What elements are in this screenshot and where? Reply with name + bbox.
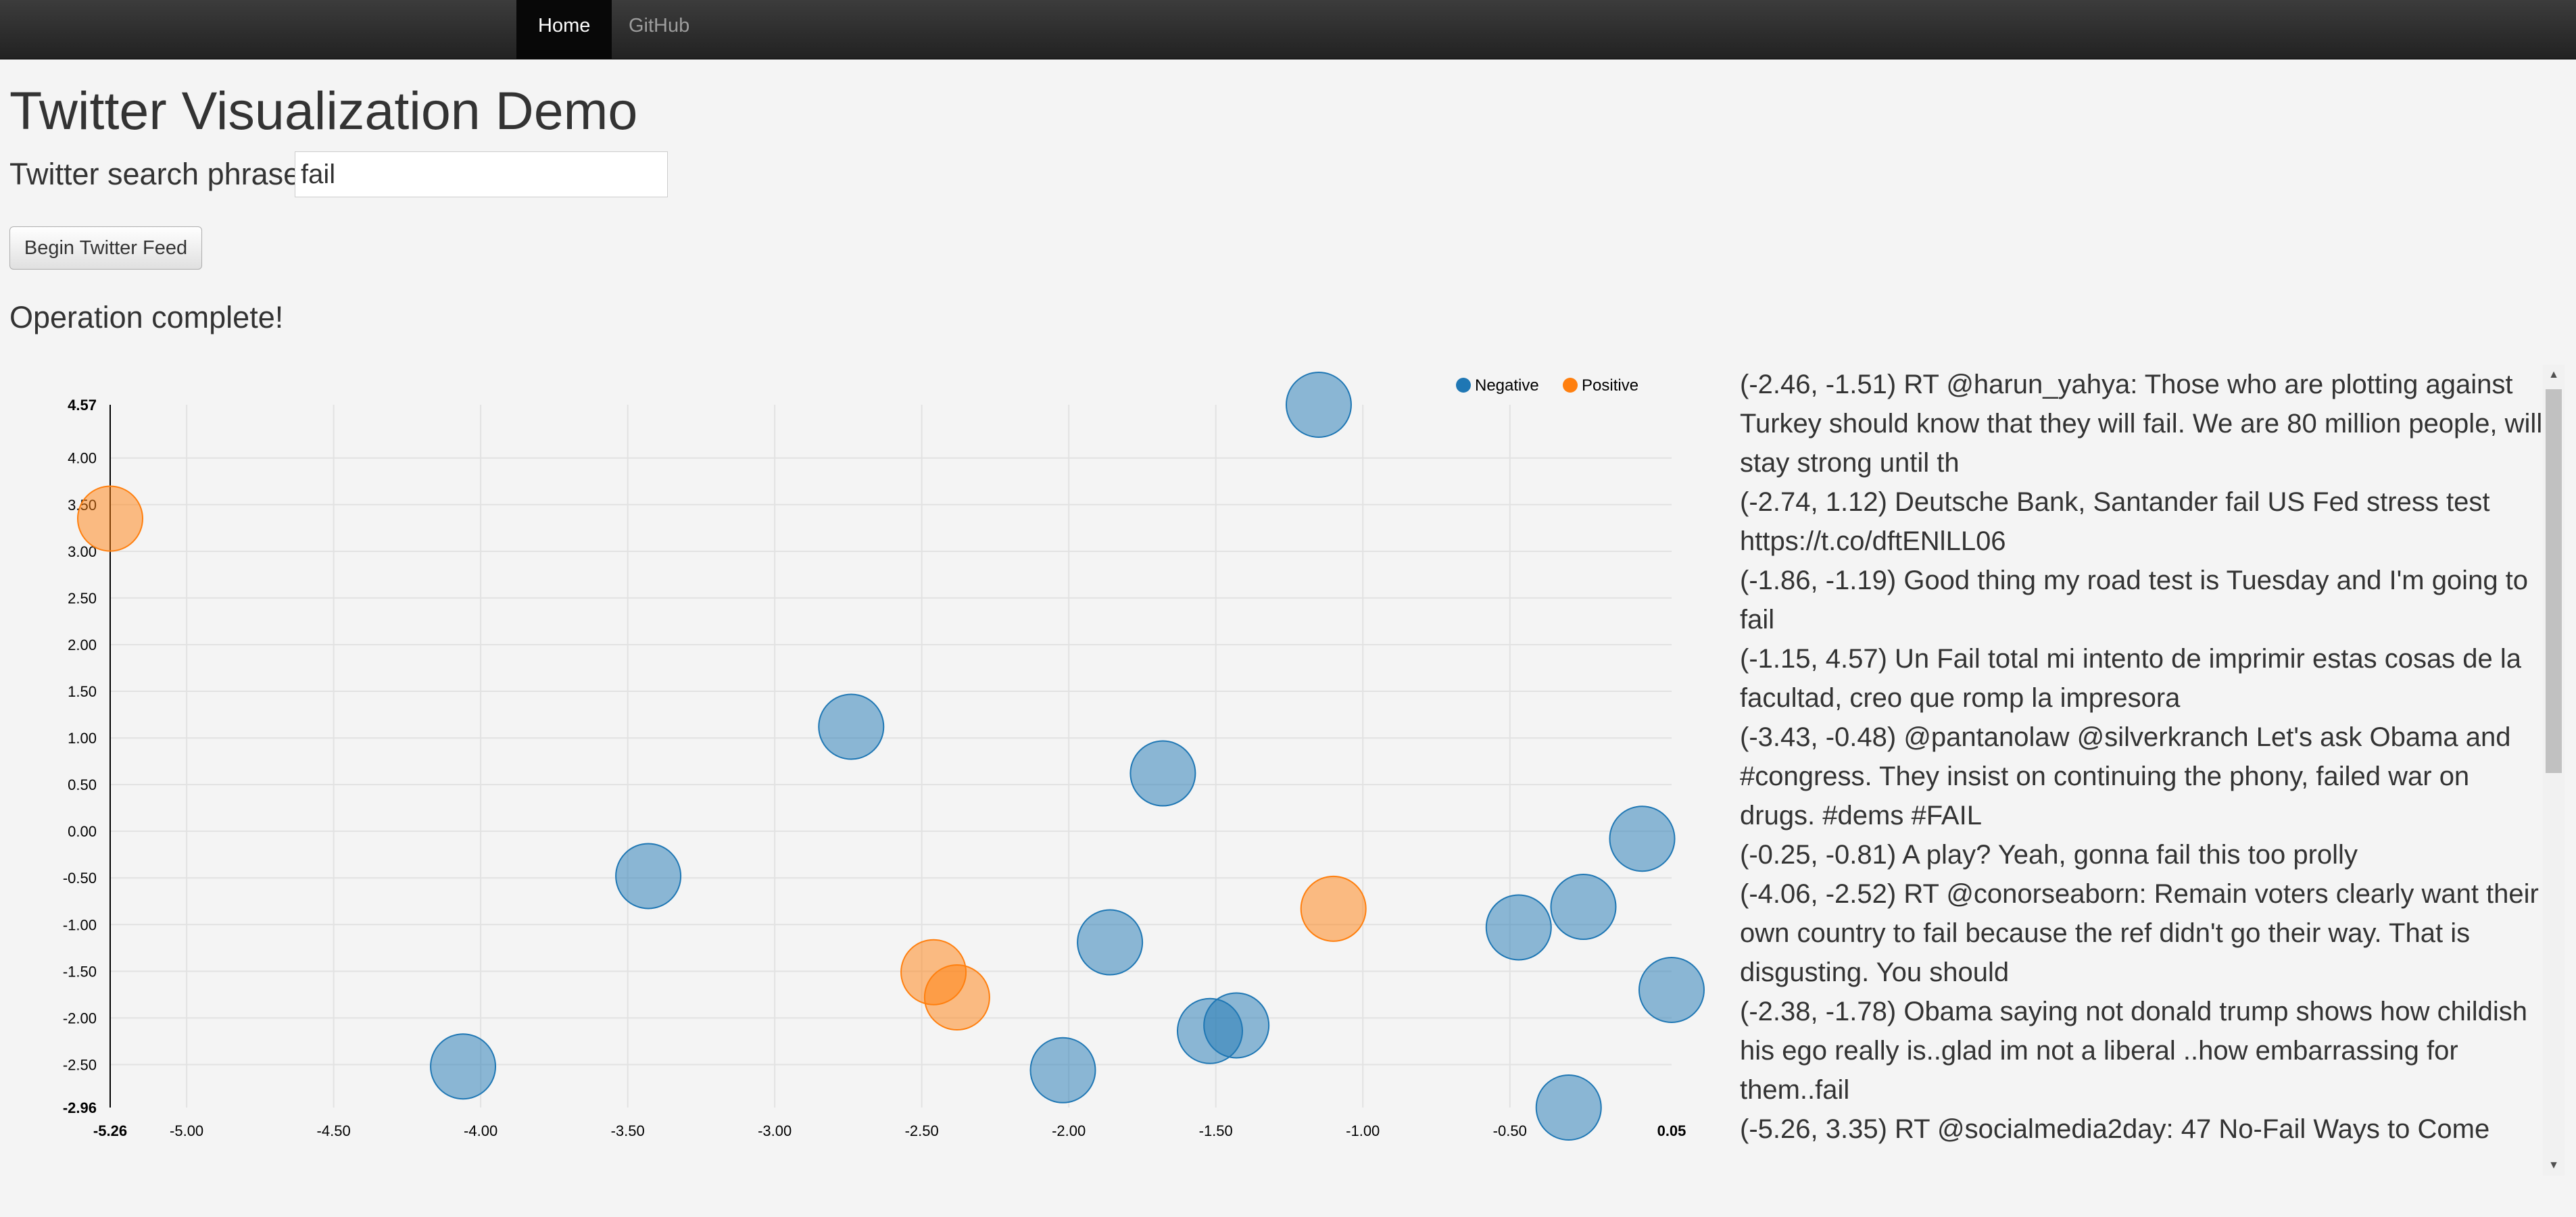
tweet-item: (-0.25, -0.81) A play? Yeah, gonna fail … [1740,840,2358,870]
negative-point [1485,894,1552,961]
x-tick-label: -4.50 [317,1122,351,1139]
y-tick-label: 1.50 [68,683,97,700]
tweet-item: (-1.15, 4.57) Un Fail total mi intento d… [1740,644,2522,713]
x-tick-label: -1.50 [1199,1122,1233,1139]
x-tick-label: -2.00 [1052,1122,1086,1139]
x-tick-label: -3.00 [758,1122,792,1139]
chart-points [77,372,1705,1141]
navbar: Home GitHub [0,0,2576,59]
negative-point [1638,956,1705,1023]
tweet-item: (-3.43, -0.48) @pantanolaw @silverkranch… [1740,722,2511,830]
y-tick-label: -0.50 [63,870,97,887]
negative-point [1609,805,1676,872]
y-tick-label: 2.00 [68,637,97,653]
x-axis-ticks: -5.26 -5.00 -4.50 -4.00 -3.50 -3.00 -2.50 -2.00… [93,1122,1686,1139]
tweet-item: (-4.06, -2.52) RT @conorseaborn: Remain … [1740,879,2539,987]
tweet-item: (-1.86, -1.19) Good thing my road test i… [1740,566,2529,635]
y-tick-label: 4.00 [68,450,97,467]
x-tick-label: -3.50 [611,1122,645,1139]
tweet-item: (-2.38, -1.78) Obama saying not donald t… [1740,997,2528,1105]
negative-point [1550,874,1617,941]
x-tick-label: -4.00 [464,1122,497,1139]
y-tick-label: -2.50 [63,1056,97,1073]
negative-point [1203,992,1270,1059]
x-tick-label: -5.00 [170,1122,203,1139]
negative-point [430,1033,497,1100]
negative-point [615,843,682,910]
x-tick-label: -1.00 [1346,1122,1380,1139]
negative-legend-swatch [1456,378,1471,393]
y-tick-label: -1.50 [63,963,97,980]
scroll-down-arrow-icon[interactable]: ▼ [2548,1160,2559,1171]
sentiment-scatter-chart: -5.26 -5.00 -4.50 -4.00 -3.50 -3.00 -2.50 -2.00… [63,372,1705,1141]
tweet-list-scrollbar[interactable]: ▲ ▼ [2543,365,2565,1176]
y-tick-label: 0.50 [68,776,97,793]
negative-point [1535,1074,1602,1141]
negative-point [818,693,885,760]
tweet-item: (-5.26, 3.35) RT @socialmedia2day: 47 No… [1740,1114,2490,1144]
x-tick-label: -2.50 [905,1122,939,1139]
y-tick-label: 1.00 [68,730,97,747]
y-tick-label: 0.00 [68,823,97,840]
y-tick-label: 4.57 [68,397,97,414]
positive-point [923,964,990,1031]
x-tick-label: 0.05 [1657,1122,1686,1139]
scroll-up-arrow-icon[interactable]: ▲ [2548,369,2559,380]
tweet-item: (-2.46, -1.51) RT @harun_yahya: Those wh… [1740,370,2543,478]
positive-point [77,485,143,552]
legend-label: Negative [1475,376,1539,395]
positive-point [1300,875,1367,942]
positive-legend-swatch [1563,378,1578,393]
x-tick-label: -5.26 [93,1122,127,1139]
page-title: Twitter Visualization Demo [9,80,638,141]
chart-legend: Negative Positive [1456,376,1638,395]
y-tick-label: 2.50 [68,590,97,607]
begin-feed-button[interactable]: Begin Twitter Feed [9,226,202,270]
x-tick-label: -0.50 [1493,1122,1527,1139]
tweet-item: (-2.74, 1.12) Deutsche Bank, Santander f… [1740,487,2490,556]
negative-point [1029,1037,1096,1103]
nav-github-link[interactable]: GitHub [629,15,690,36]
nav-home-link[interactable]: Home [516,0,612,59]
status-message: Operation complete! [9,300,284,334]
scroll-thumb[interactable] [2546,389,2562,773]
tweet-list[interactable]: (-2.46, -1.51) RT @harun_yahya: Those wh… [1740,365,2546,1176]
search-label: Twitter search phrase: [9,157,309,191]
negative-point [1077,909,1144,976]
legend-label: Positive [1582,376,1638,395]
y-tick-label: -2.96 [63,1099,97,1116]
search-input[interactable] [295,151,668,197]
y-axis-ticks: 4.574.003.503.002.502.001.501.000.500.00… [63,397,97,1116]
y-tick-label: -2.00 [63,1010,97,1026]
negative-point [1285,372,1352,438]
y-tick-label: -1.00 [63,916,97,933]
negative-point [1129,740,1196,807]
chart-grid [110,405,1672,1108]
